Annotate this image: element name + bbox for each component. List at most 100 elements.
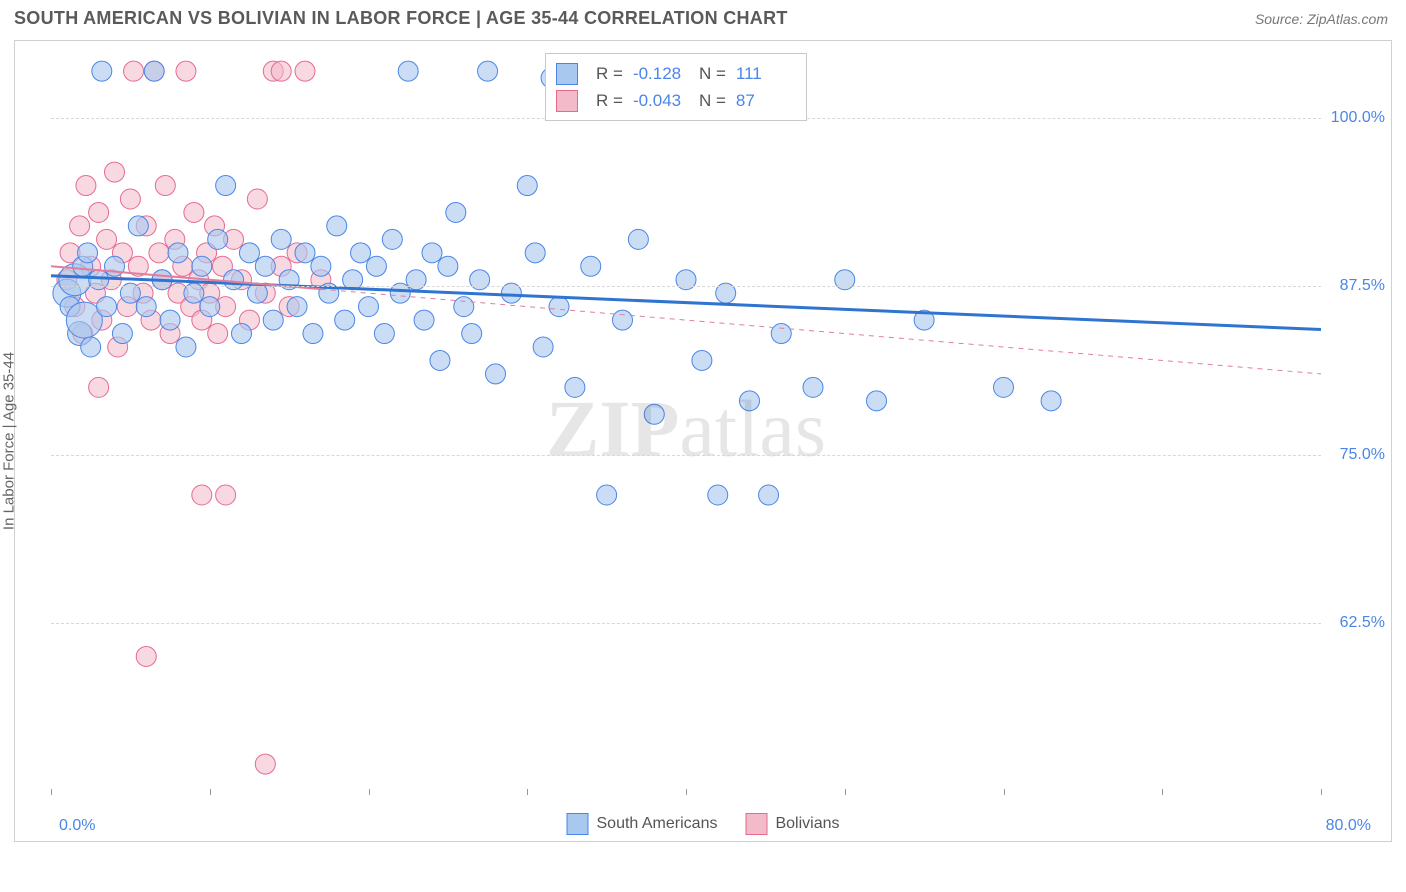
chart-container: In Labor Force | Age 35-44 ZIPatlas 62.5…	[14, 40, 1392, 842]
scatter-point	[247, 189, 267, 209]
scatter-point	[414, 310, 434, 330]
scatter-point	[70, 216, 90, 236]
scatter-point	[1041, 391, 1061, 411]
scatter-point	[446, 202, 466, 222]
x-tick	[527, 789, 528, 795]
scatter-point	[374, 324, 394, 344]
gridline	[51, 623, 1321, 624]
scatter-point	[89, 202, 109, 222]
x-axis-max-label: 80.0%	[1326, 817, 1371, 835]
header: SOUTH AMERICAN VS BOLIVIAN IN LABOR FORC…	[0, 0, 1406, 33]
legend-swatch	[745, 813, 767, 835]
scatter-point	[144, 61, 164, 81]
stats-row: R =-0.128N =111	[556, 60, 792, 87]
source-label: Source: ZipAtlas.com	[1255, 11, 1388, 27]
scatter-point	[263, 310, 283, 330]
scatter-point	[438, 256, 458, 276]
scatter-point	[613, 310, 633, 330]
scatter-point	[216, 176, 236, 196]
scatter-point	[525, 243, 545, 263]
x-tick	[51, 789, 52, 795]
scatter-point	[295, 61, 315, 81]
scatter-point	[454, 297, 474, 317]
scatter-point	[255, 754, 275, 774]
scatter-point	[359, 297, 379, 317]
bottom-legend: South Americans Bolivians	[567, 813, 840, 835]
x-tick	[1004, 789, 1005, 795]
scatter-point	[112, 324, 132, 344]
scatter-point	[628, 229, 648, 249]
stats-legend-box: R =-0.128N =111R =-0.043N =87	[545, 53, 807, 121]
scatter-point	[136, 646, 156, 666]
series-swatch	[556, 63, 578, 85]
legend-label: Bolivians	[775, 815, 839, 832]
scatter-point	[105, 256, 125, 276]
scatter-point	[303, 324, 323, 344]
x-tick	[369, 789, 370, 795]
plot-svg	[51, 51, 1321, 791]
scatter-point	[81, 337, 101, 357]
scatter-point	[271, 229, 291, 249]
plot-area: ZIPatlas	[51, 51, 1321, 791]
y-tick-label: 87.5%	[1340, 277, 1385, 295]
scatter-point	[803, 377, 823, 397]
n-value: 87	[736, 87, 792, 114]
scatter-point	[124, 61, 144, 81]
scatter-point	[160, 310, 180, 330]
legend-item: Bolivians	[745, 813, 839, 835]
scatter-point	[351, 243, 371, 263]
x-tick	[1321, 789, 1322, 795]
x-tick	[686, 789, 687, 795]
y-tick-label: 75.0%	[1340, 446, 1385, 464]
scatter-point	[149, 243, 169, 263]
legend-swatch	[567, 813, 589, 835]
y-tick-label: 62.5%	[1340, 614, 1385, 632]
legend-label: South Americans	[597, 815, 718, 832]
scatter-point	[128, 216, 148, 236]
scatter-point	[430, 350, 450, 370]
scatter-point	[120, 189, 140, 209]
scatter-point	[208, 324, 228, 344]
scatter-point	[486, 364, 506, 384]
scatter-point	[97, 297, 117, 317]
scatter-point	[327, 216, 347, 236]
scatter-point	[168, 243, 188, 263]
scatter-point	[136, 297, 156, 317]
scatter-point	[533, 337, 553, 357]
r-label: R =	[596, 60, 623, 87]
gridline	[51, 455, 1321, 456]
r-value: -0.128	[633, 60, 689, 87]
scatter-point	[867, 391, 887, 411]
chart-title: SOUTH AMERICAN VS BOLIVIAN IN LABOR FORC…	[14, 8, 788, 29]
scatter-point	[771, 324, 791, 344]
scatter-point	[692, 350, 712, 370]
scatter-point	[295, 243, 315, 263]
scatter-point	[255, 256, 275, 276]
scatter-point	[176, 61, 196, 81]
scatter-point	[216, 485, 236, 505]
scatter-point	[271, 61, 291, 81]
scatter-point	[478, 61, 498, 81]
series-swatch	[556, 90, 578, 112]
scatter-point	[208, 229, 228, 249]
scatter-point	[462, 324, 482, 344]
x-tick	[210, 789, 211, 795]
y-axis-label: In Labor Force | Age 35-44	[1, 352, 18, 530]
scatter-point	[192, 256, 212, 276]
n-label: N =	[699, 87, 726, 114]
y-tick-label: 100.0%	[1331, 109, 1385, 127]
n-label: N =	[699, 60, 726, 87]
scatter-point	[311, 256, 331, 276]
scatter-point	[549, 297, 569, 317]
scatter-point	[644, 404, 664, 424]
scatter-point	[200, 297, 220, 317]
stats-row: R =-0.043N =87	[556, 87, 792, 114]
scatter-point	[565, 377, 585, 397]
gridline	[51, 286, 1321, 287]
scatter-point	[192, 485, 212, 505]
scatter-point	[581, 256, 601, 276]
scatter-point	[184, 202, 204, 222]
scatter-point	[287, 297, 307, 317]
scatter-point	[422, 243, 442, 263]
scatter-point	[97, 229, 117, 249]
